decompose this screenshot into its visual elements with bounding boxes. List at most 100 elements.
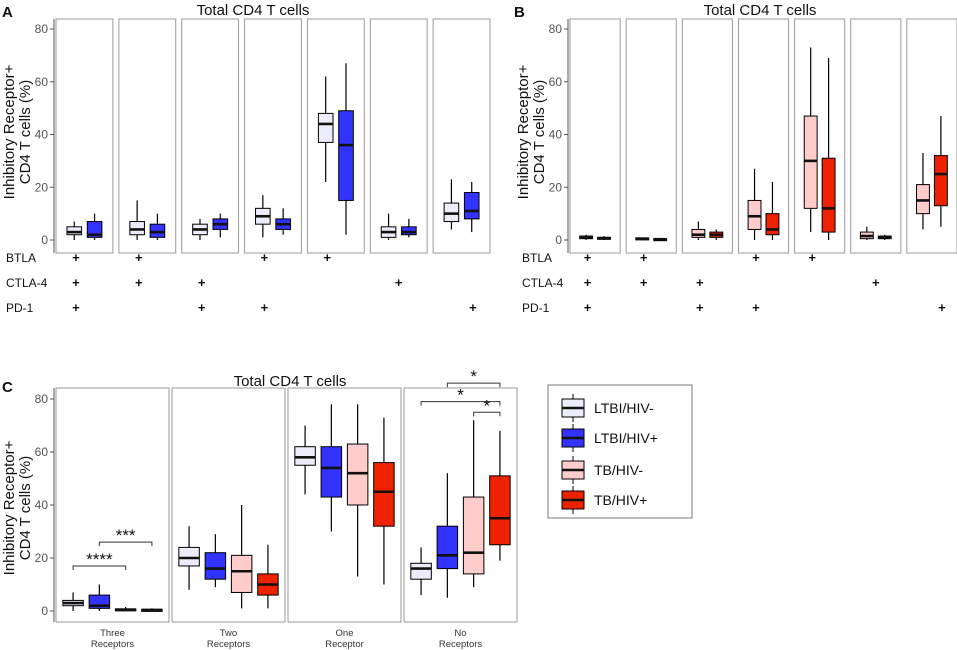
panel-c-ylabel-line1: Inhibitory Receptor+ — [1, 440, 18, 575]
significance-label: * — [457, 386, 464, 405]
legend-label: TB/HIV- — [594, 462, 643, 478]
panel-a-row-pd1: PD-1 — [6, 301, 34, 315]
category-label: No — [454, 628, 466, 639]
significance-bracket — [473, 411, 501, 417]
panel-b: B Total CD4 T cells Inhibitory Receptor+… — [514, 2, 957, 315]
panel-a-row-btla: BTLA — [6, 251, 36, 265]
y-tick-label: 80 — [35, 392, 49, 406]
facet-frame — [737, 18, 790, 254]
panel-a-ylabel-line2: CD4 T cells (%) — [17, 80, 34, 184]
panel-a: A Total CD4 T cells Inhibitory Receptor+… — [1, 2, 491, 315]
marker-plus: + — [198, 275, 206, 290]
box-ltbi-hiv- — [129, 221, 145, 236]
box-ltbi-hiv- — [294, 446, 316, 466]
y-tick-label: 0 — [555, 233, 562, 247]
marker-plus: + — [696, 275, 704, 290]
facet-frame — [794, 18, 846, 254]
y-tick-label: 20 — [549, 180, 563, 194]
marker-plus: + — [640, 250, 648, 265]
marker-plus: + — [938, 300, 946, 315]
marker-plus: + — [72, 250, 80, 265]
box-ltbi-hiv- — [317, 112, 334, 143]
significance-label: *** — [116, 526, 136, 545]
significance-label: * — [470, 367, 477, 386]
facet-frame — [432, 18, 491, 254]
marker-plus: + — [752, 300, 760, 315]
box-ltbi-hiv- — [178, 546, 200, 567]
facet-frame — [681, 18, 733, 254]
legend-label: LTBI/HIV- — [594, 400, 654, 416]
category-label: Receptor — [325, 639, 364, 650]
box-tb-hiv- — [821, 157, 836, 233]
box-ltbi-hiv- — [443, 202, 460, 223]
marker-plus: + — [395, 275, 403, 290]
marker-plus: + — [752, 250, 760, 265]
facet-frame — [55, 18, 114, 254]
box-tb-hiv- — [933, 155, 948, 207]
category-label: Three — [100, 628, 125, 639]
y-tick-label: 60 — [549, 75, 563, 89]
panel-a-row-ctla4: CTLA-4 — [6, 276, 48, 290]
panel-c-title: Total CD4 T cells — [234, 373, 347, 390]
box-ltbi-hiv- — [86, 221, 103, 238]
box-ltbi-hiv- — [463, 192, 480, 220]
panel-letter-b: B — [514, 4, 525, 21]
panel-b-title: Total CD4 T cells — [704, 2, 817, 19]
panel-b-row-ctla4: CTLA-4 — [522, 276, 564, 290]
significance-bracket — [98, 541, 153, 547]
marker-plus: + — [198, 300, 206, 315]
facet-frame — [171, 387, 286, 623]
marker-plus: + — [135, 275, 143, 290]
box-tb-hiv- — [803, 115, 818, 209]
marker-plus: + — [584, 300, 592, 315]
marker-plus: + — [469, 300, 477, 315]
legend-label: LTBI/HIV+ — [594, 430, 658, 446]
panel-letter-a: A — [2, 4, 13, 21]
facet-frame — [906, 18, 957, 254]
y-tick-label: 80 — [549, 22, 563, 36]
box-ltbi-hiv- — [410, 562, 432, 580]
box-tb-hiv- — [691, 228, 706, 238]
marker-plus: + — [72, 300, 80, 315]
facet-frame — [403, 387, 518, 623]
legend-label: TB/HIV+ — [594, 492, 647, 508]
panel-letter-c: C — [2, 379, 13, 396]
box-ltbi-hiv- — [436, 525, 459, 570]
box-tb-hiv- — [916, 184, 930, 215]
panel-c-ylabel-line2: CD4 T cells (%) — [17, 456, 34, 560]
facet-frame — [850, 18, 902, 254]
marker-plus: + — [324, 250, 332, 265]
marker-plus: + — [584, 250, 592, 265]
panel-b-row-pd1: PD-1 — [522, 301, 550, 315]
box-ltbi-hiv- — [401, 226, 417, 236]
marker-plus: + — [135, 250, 143, 265]
facet-frame — [244, 18, 302, 254]
category-label: Receptors — [91, 639, 135, 650]
marker-plus: + — [696, 300, 704, 315]
marker-plus: + — [261, 250, 269, 265]
significance-label: * — [483, 396, 490, 415]
facet-frame — [287, 387, 402, 623]
facet-frame — [55, 387, 170, 623]
significance-bracket — [72, 565, 127, 570]
marker-plus: + — [261, 300, 269, 315]
panel-b-ylabel-line1: Inhibitory Receptor+ — [515, 64, 532, 199]
facet-frame — [369, 18, 428, 254]
y-tick-label: 40 — [35, 498, 49, 512]
panel-a-title: Total CD4 T cells — [197, 2, 310, 19]
y-tick-label: 20 — [35, 180, 49, 194]
box-tb-hiv- — [373, 462, 395, 527]
facet-frame — [306, 18, 365, 254]
panel-b-row-btla: BTLA — [522, 251, 552, 265]
y-tick-label: 40 — [549, 128, 563, 142]
box-tb-hiv- — [230, 554, 253, 593]
significance-bracket — [420, 401, 501, 406]
box-tb-hiv- — [765, 213, 780, 236]
facet-frame — [569, 18, 621, 254]
legend: LTBI/HIV- LTBI/HIV+ TB/HIV- TB/HIV+ — [547, 384, 693, 519]
marker-plus: + — [640, 275, 648, 290]
box-ltbi-hiv- — [320, 446, 343, 498]
box-tb-hiv- — [346, 443, 369, 506]
facet-frame — [181, 18, 240, 254]
